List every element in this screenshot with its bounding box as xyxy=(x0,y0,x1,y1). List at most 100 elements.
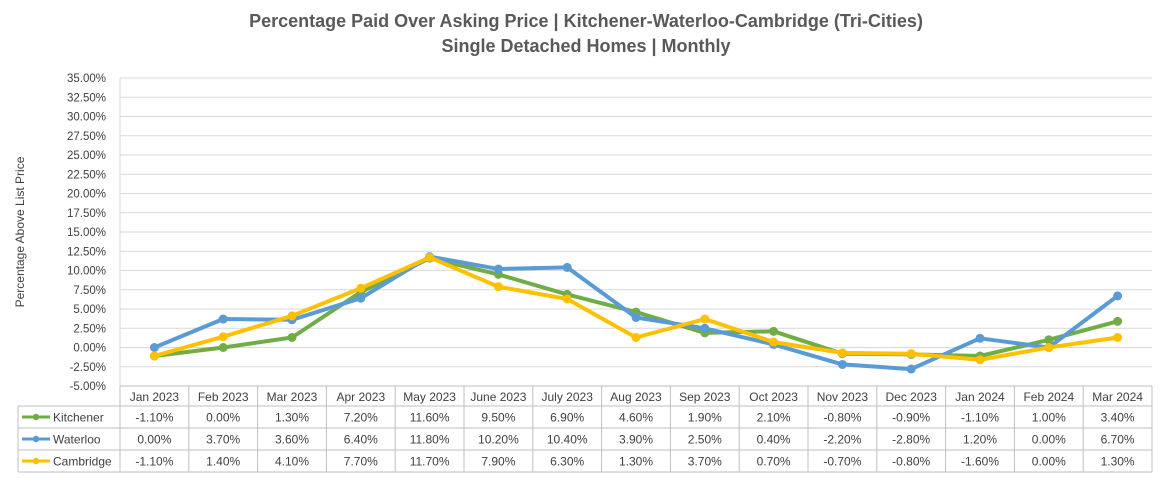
legend-key-marker xyxy=(32,435,40,443)
data-table-value: 3.70% xyxy=(206,433,240,447)
data-point-waterloo xyxy=(700,323,710,333)
data-point-kitchener xyxy=(1044,335,1054,345)
data-table-value: 1.30% xyxy=(275,411,309,425)
data-table-value: 1.40% xyxy=(206,455,240,469)
x-tick-label: Jan 2023 xyxy=(130,390,180,404)
data-table-value: 1.20% xyxy=(963,433,997,447)
y-axis-ticks: 35.00% 32.50% 30.00% 27.50% 25.00% 22.50% 20.0… xyxy=(67,73,106,393)
data-point-waterloo xyxy=(975,333,985,343)
data-point-kitchener xyxy=(769,326,779,336)
data-table: Jan 2023 Feb 2023 Mar 2023 Apr 2023 May 2023… xyxy=(17,385,1153,473)
y-tick-label: 0.00% xyxy=(73,343,106,355)
data-point-cambridge xyxy=(837,348,847,358)
y-tick-label: -2.50% xyxy=(70,362,106,374)
y-tick-label: 22.50% xyxy=(67,169,106,181)
y-tick-label: 25.00% xyxy=(67,150,106,162)
data-table-value: 4.10% xyxy=(275,455,309,469)
x-tick-label: Dec 2023 xyxy=(886,390,938,404)
data-table-value: 3.40% xyxy=(1101,411,1135,425)
data-point-waterloo xyxy=(631,312,641,322)
data-point-cambridge xyxy=(287,311,297,321)
data-point-cambridge xyxy=(700,314,710,324)
data-point-kitchener xyxy=(1113,316,1123,326)
data-point-kitchener xyxy=(218,343,228,352)
data-table-value: 4.60% xyxy=(619,411,653,425)
legend-label: Waterloo xyxy=(53,433,101,447)
y-tick-label: 2.50% xyxy=(73,323,106,335)
x-tick-label: May 2023 xyxy=(403,390,456,404)
data-table-value: 7.70% xyxy=(344,455,378,469)
y-tick-label: 20.00% xyxy=(67,189,106,201)
x-tick-label: Sep 2023 xyxy=(679,390,731,404)
y-tick-label: 15.00% xyxy=(67,227,106,239)
data-table-value: 0.00% xyxy=(1032,433,1066,447)
data-table-value: 3.60% xyxy=(275,433,309,447)
data-table-value: 0.00% xyxy=(206,411,240,425)
y-tick-label: 12.50% xyxy=(67,246,106,258)
data-table-value: -0.80% xyxy=(892,455,930,469)
data-table-value: 0.00% xyxy=(137,433,171,447)
y-tick-label: -5.00% xyxy=(70,381,106,393)
data-point-kitchener xyxy=(287,332,297,342)
x-tick-label: Mar 2023 xyxy=(267,390,318,404)
data-table-value: 3.70% xyxy=(688,455,722,469)
data-point-waterloo xyxy=(493,264,503,274)
data-table-value: -0.70% xyxy=(823,455,861,469)
data-table-value: -0.80% xyxy=(823,411,861,425)
data-point-cambridge xyxy=(562,294,572,304)
data-point-cambridge xyxy=(975,355,985,365)
data-point-waterloo xyxy=(562,262,572,272)
legend-label: Kitchener xyxy=(53,411,104,425)
y-tick-label: 5.00% xyxy=(73,304,106,316)
data-table-value: 3.90% xyxy=(619,433,653,447)
data-point-waterloo xyxy=(356,293,366,303)
data-table-value: 10.40% xyxy=(547,433,588,447)
data-table-value: 10.20% xyxy=(478,433,519,447)
data-table-value: 6.40% xyxy=(344,433,378,447)
data-table-value: -2.20% xyxy=(823,433,861,447)
data-point-cambridge xyxy=(769,337,779,347)
data-table-value: 1.00% xyxy=(1032,411,1066,425)
x-tick-label: Apr 2023 xyxy=(336,390,385,404)
data-table-value: 0.70% xyxy=(757,455,791,469)
x-tick-label: Oct 2023 xyxy=(749,390,798,404)
data-table-value: 2.10% xyxy=(757,411,791,425)
y-tick-label: 35.00% xyxy=(67,73,106,85)
x-tick-label: Feb 2024 xyxy=(1023,390,1074,404)
chart-title: Percentage Paid Over Asking Price | Kitc… xyxy=(249,11,923,31)
x-tick-label: Nov 2023 xyxy=(817,390,869,404)
data-point-waterloo xyxy=(906,364,916,374)
y-tick-label: 17.50% xyxy=(67,208,106,220)
y-tick-label: 32.50% xyxy=(67,92,106,104)
data-point-cambridge xyxy=(906,349,916,359)
data-table-value: 1.90% xyxy=(688,411,722,425)
data-point-cambridge xyxy=(356,283,366,293)
data-point-cambridge xyxy=(218,332,228,342)
x-tick-label: July 2023 xyxy=(542,390,594,404)
y-tick-label: 10.00% xyxy=(67,266,106,278)
x-tick-label: Mar 2024 xyxy=(1092,390,1143,404)
y-tick-label: 27.50% xyxy=(67,131,106,143)
data-table-value: 9.50% xyxy=(481,411,515,425)
data-table-value: -2.80% xyxy=(892,433,930,447)
data-table-value: 1.30% xyxy=(619,455,653,469)
data-point-waterloo xyxy=(837,359,847,369)
data-point-cambridge xyxy=(425,252,435,262)
data-point-waterloo xyxy=(149,343,159,352)
data-table-value: 0.40% xyxy=(757,433,791,447)
series-lines xyxy=(149,252,1123,374)
data-table-value: 7.90% xyxy=(481,455,515,469)
data-table-value: 6.30% xyxy=(550,455,584,469)
x-tick-label: June 2023 xyxy=(470,390,526,404)
data-table-value: 6.70% xyxy=(1101,433,1135,447)
data-point-cambridge xyxy=(1044,343,1054,352)
x-tick-label: Feb 2023 xyxy=(198,390,249,404)
legend-label: Cambridge xyxy=(53,455,112,469)
data-table-value: -0.90% xyxy=(892,411,930,425)
data-point-cambridge xyxy=(631,332,641,342)
chart-subtitle: Single Detached Homes | Monthly xyxy=(441,36,730,56)
data-table-value: 0.00% xyxy=(1032,455,1066,469)
data-table-value: 1.30% xyxy=(1101,455,1135,469)
data-table-value: -1.10% xyxy=(135,411,173,425)
